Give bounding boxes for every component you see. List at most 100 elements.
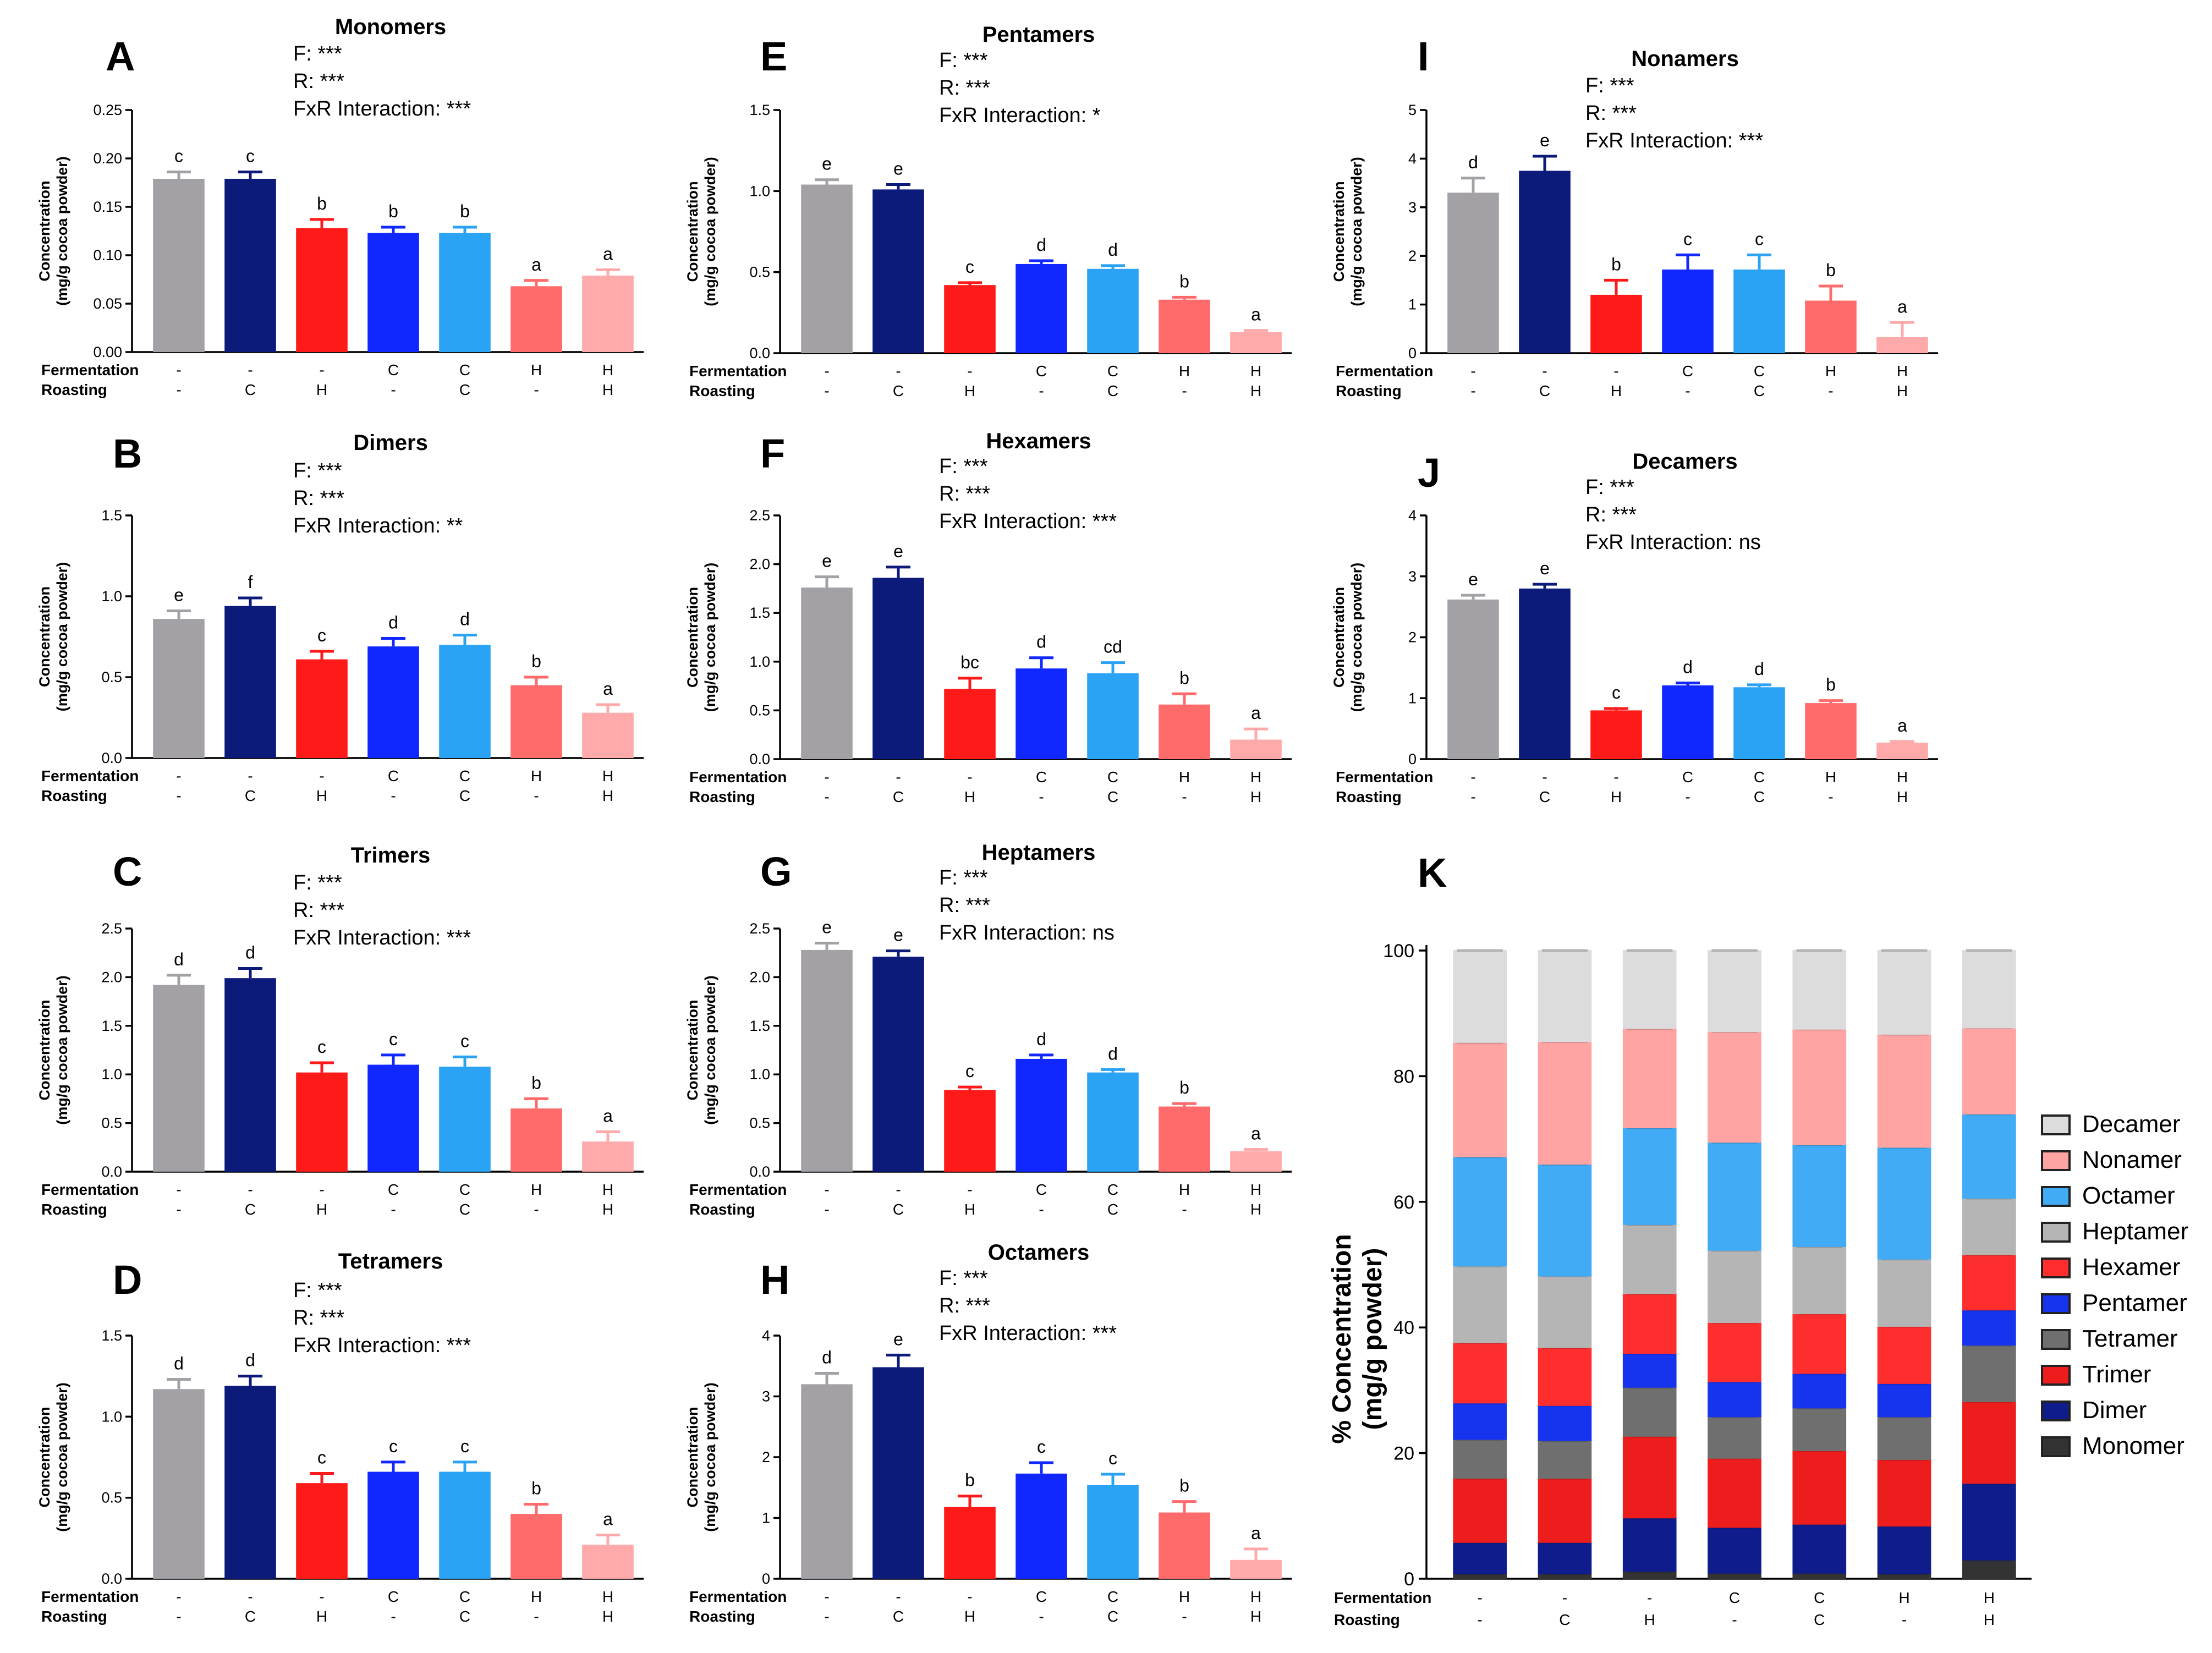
- stack-segment: [1792, 1372, 1847, 1409]
- significance-letter: e: [893, 541, 903, 561]
- fermentation-value: H: [1825, 768, 1836, 786]
- stack-segment: [1622, 1353, 1677, 1388]
- roasting-value: H: [1897, 382, 1908, 399]
- significance-letter: d: [1468, 152, 1478, 172]
- stack-segment: [1792, 950, 1847, 1030]
- fermentation-value: H: [1250, 1588, 1261, 1605]
- y-tick-label: 1: [1408, 690, 1417, 706]
- fermentation-label: Fermentation: [689, 1181, 787, 1198]
- roasting-value: H: [1897, 788, 1908, 805]
- panel-d: D Tetramers F: *** R: *** FxR Interaction: *…: [36, 1249, 644, 1625]
- roasting-value: -: [534, 381, 539, 398]
- fermentation-value: -: [248, 1181, 253, 1198]
- fermentation-value: C: [1682, 363, 1693, 380]
- stat-line: FxR Interaction: ns: [939, 921, 1115, 944]
- bar: [1876, 337, 1928, 353]
- stack-segment: [1453, 1541, 1507, 1574]
- bar: [872, 957, 924, 1172]
- significance-letter: a: [531, 255, 541, 274]
- bar: [582, 712, 634, 758]
- significance-letter: e: [1540, 558, 1550, 578]
- bar: [801, 184, 853, 353]
- significance-letter: c: [317, 625, 326, 645]
- bar: [224, 606, 276, 758]
- significance-letter: a: [1251, 1523, 1261, 1543]
- stack-segment: [1453, 1156, 1507, 1267]
- significance-letter: b: [1179, 271, 1189, 291]
- fermentation-value: -: [319, 1588, 324, 1605]
- y-tick-label: 0.5: [101, 1490, 122, 1506]
- roasting-value: H: [316, 1201, 327, 1218]
- fermentation-value: -: [967, 1588, 972, 1605]
- panel-b: B Dimers F: *** R: *** FxR Interaction: ** Co…: [36, 431, 644, 804]
- bar: [1159, 299, 1210, 353]
- stack-segment: [1962, 1344, 2016, 1402]
- fermentation-value: H: [1250, 1181, 1261, 1198]
- roasting-value: -: [534, 1201, 539, 1218]
- roasting-value: -: [1828, 382, 1833, 399]
- significance-letter: b: [1179, 1476, 1189, 1496]
- stack-segment: [1622, 1517, 1677, 1572]
- legend-swatch: [2041, 1365, 2071, 1386]
- stack-segment: [1622, 1028, 1677, 1129]
- fermentation-value: C: [1036, 768, 1047, 786]
- bar: [1087, 268, 1139, 353]
- y-tick-label: 2.0: [749, 556, 770, 573]
- roasting-value: -: [176, 381, 181, 398]
- fermentation-value: -: [176, 361, 181, 378]
- bar: [1159, 1106, 1210, 1172]
- y-tick-label: 0.05: [93, 295, 122, 312]
- roasting-value: C: [459, 1201, 470, 1218]
- stat-line: FxR Interaction: **: [293, 514, 463, 537]
- y-tick-label: 1: [1408, 296, 1417, 313]
- fermentation-value: C: [1754, 768, 1765, 786]
- y-tick-label: 40: [1393, 1317, 1414, 1338]
- stack-segment: [1622, 1435, 1677, 1519]
- stack-segment: [1538, 1404, 1592, 1441]
- stack-segment: [1622, 1127, 1677, 1225]
- fermentation-value: C: [388, 1588, 399, 1605]
- significance-letter: c: [317, 1037, 326, 1057]
- bar: [439, 1067, 491, 1172]
- fermentation-value: H: [1898, 1589, 1909, 1606]
- significance-letter: b: [1179, 1078, 1189, 1097]
- fermentation-value: -: [824, 1181, 829, 1198]
- y-axis-label: Concentration(mg/g cocoa powder): [1331, 563, 1365, 712]
- bar: [511, 286, 562, 352]
- y-tick-label: 80: [1393, 1066, 1414, 1087]
- stack-segment: [1792, 1313, 1847, 1374]
- y-tick-label: 0.25: [93, 102, 122, 118]
- significance-letter: c: [965, 257, 974, 277]
- significance-letter: d: [1036, 632, 1046, 652]
- significance-letter: d: [822, 1348, 832, 1368]
- bar: [801, 1384, 853, 1579]
- fermentation-value: -: [1470, 768, 1475, 786]
- roasting-value: C: [459, 787, 470, 804]
- y-axis-label: Concentration(mg/g cocoa powder): [1331, 157, 1365, 306]
- fermentation-value: C: [1036, 1181, 1047, 1198]
- fermentation-value: H: [1897, 768, 1908, 786]
- roasting-value: -: [1470, 382, 1475, 399]
- y-tick-label: 0.0: [101, 1570, 122, 1587]
- fermentation-value: H: [531, 767, 542, 784]
- roasting-value: C: [1107, 788, 1118, 805]
- y-tick-label: 2.5: [749, 920, 770, 937]
- fermentation-value: -: [967, 768, 972, 786]
- y-tick-label: 2: [1408, 248, 1417, 264]
- bar: [1805, 300, 1857, 353]
- y-tick-label: 2.5: [749, 507, 770, 524]
- stack-segment: [1708, 1322, 1761, 1382]
- bar: [439, 1471, 491, 1579]
- roasting-value: -: [1182, 1201, 1187, 1218]
- stat-line: FxR Interaction: ***: [293, 1334, 471, 1357]
- fermentation-value: H: [1250, 363, 1261, 380]
- fermentation-value: -: [248, 361, 253, 378]
- roasting-value: H: [964, 382, 975, 399]
- stack-segment: [1453, 1402, 1507, 1440]
- roasting-value: -: [1828, 788, 1833, 805]
- fermentation-value: -: [1470, 363, 1475, 380]
- stack-segment: [1708, 1416, 1761, 1459]
- stack-segment: [1708, 1031, 1761, 1143]
